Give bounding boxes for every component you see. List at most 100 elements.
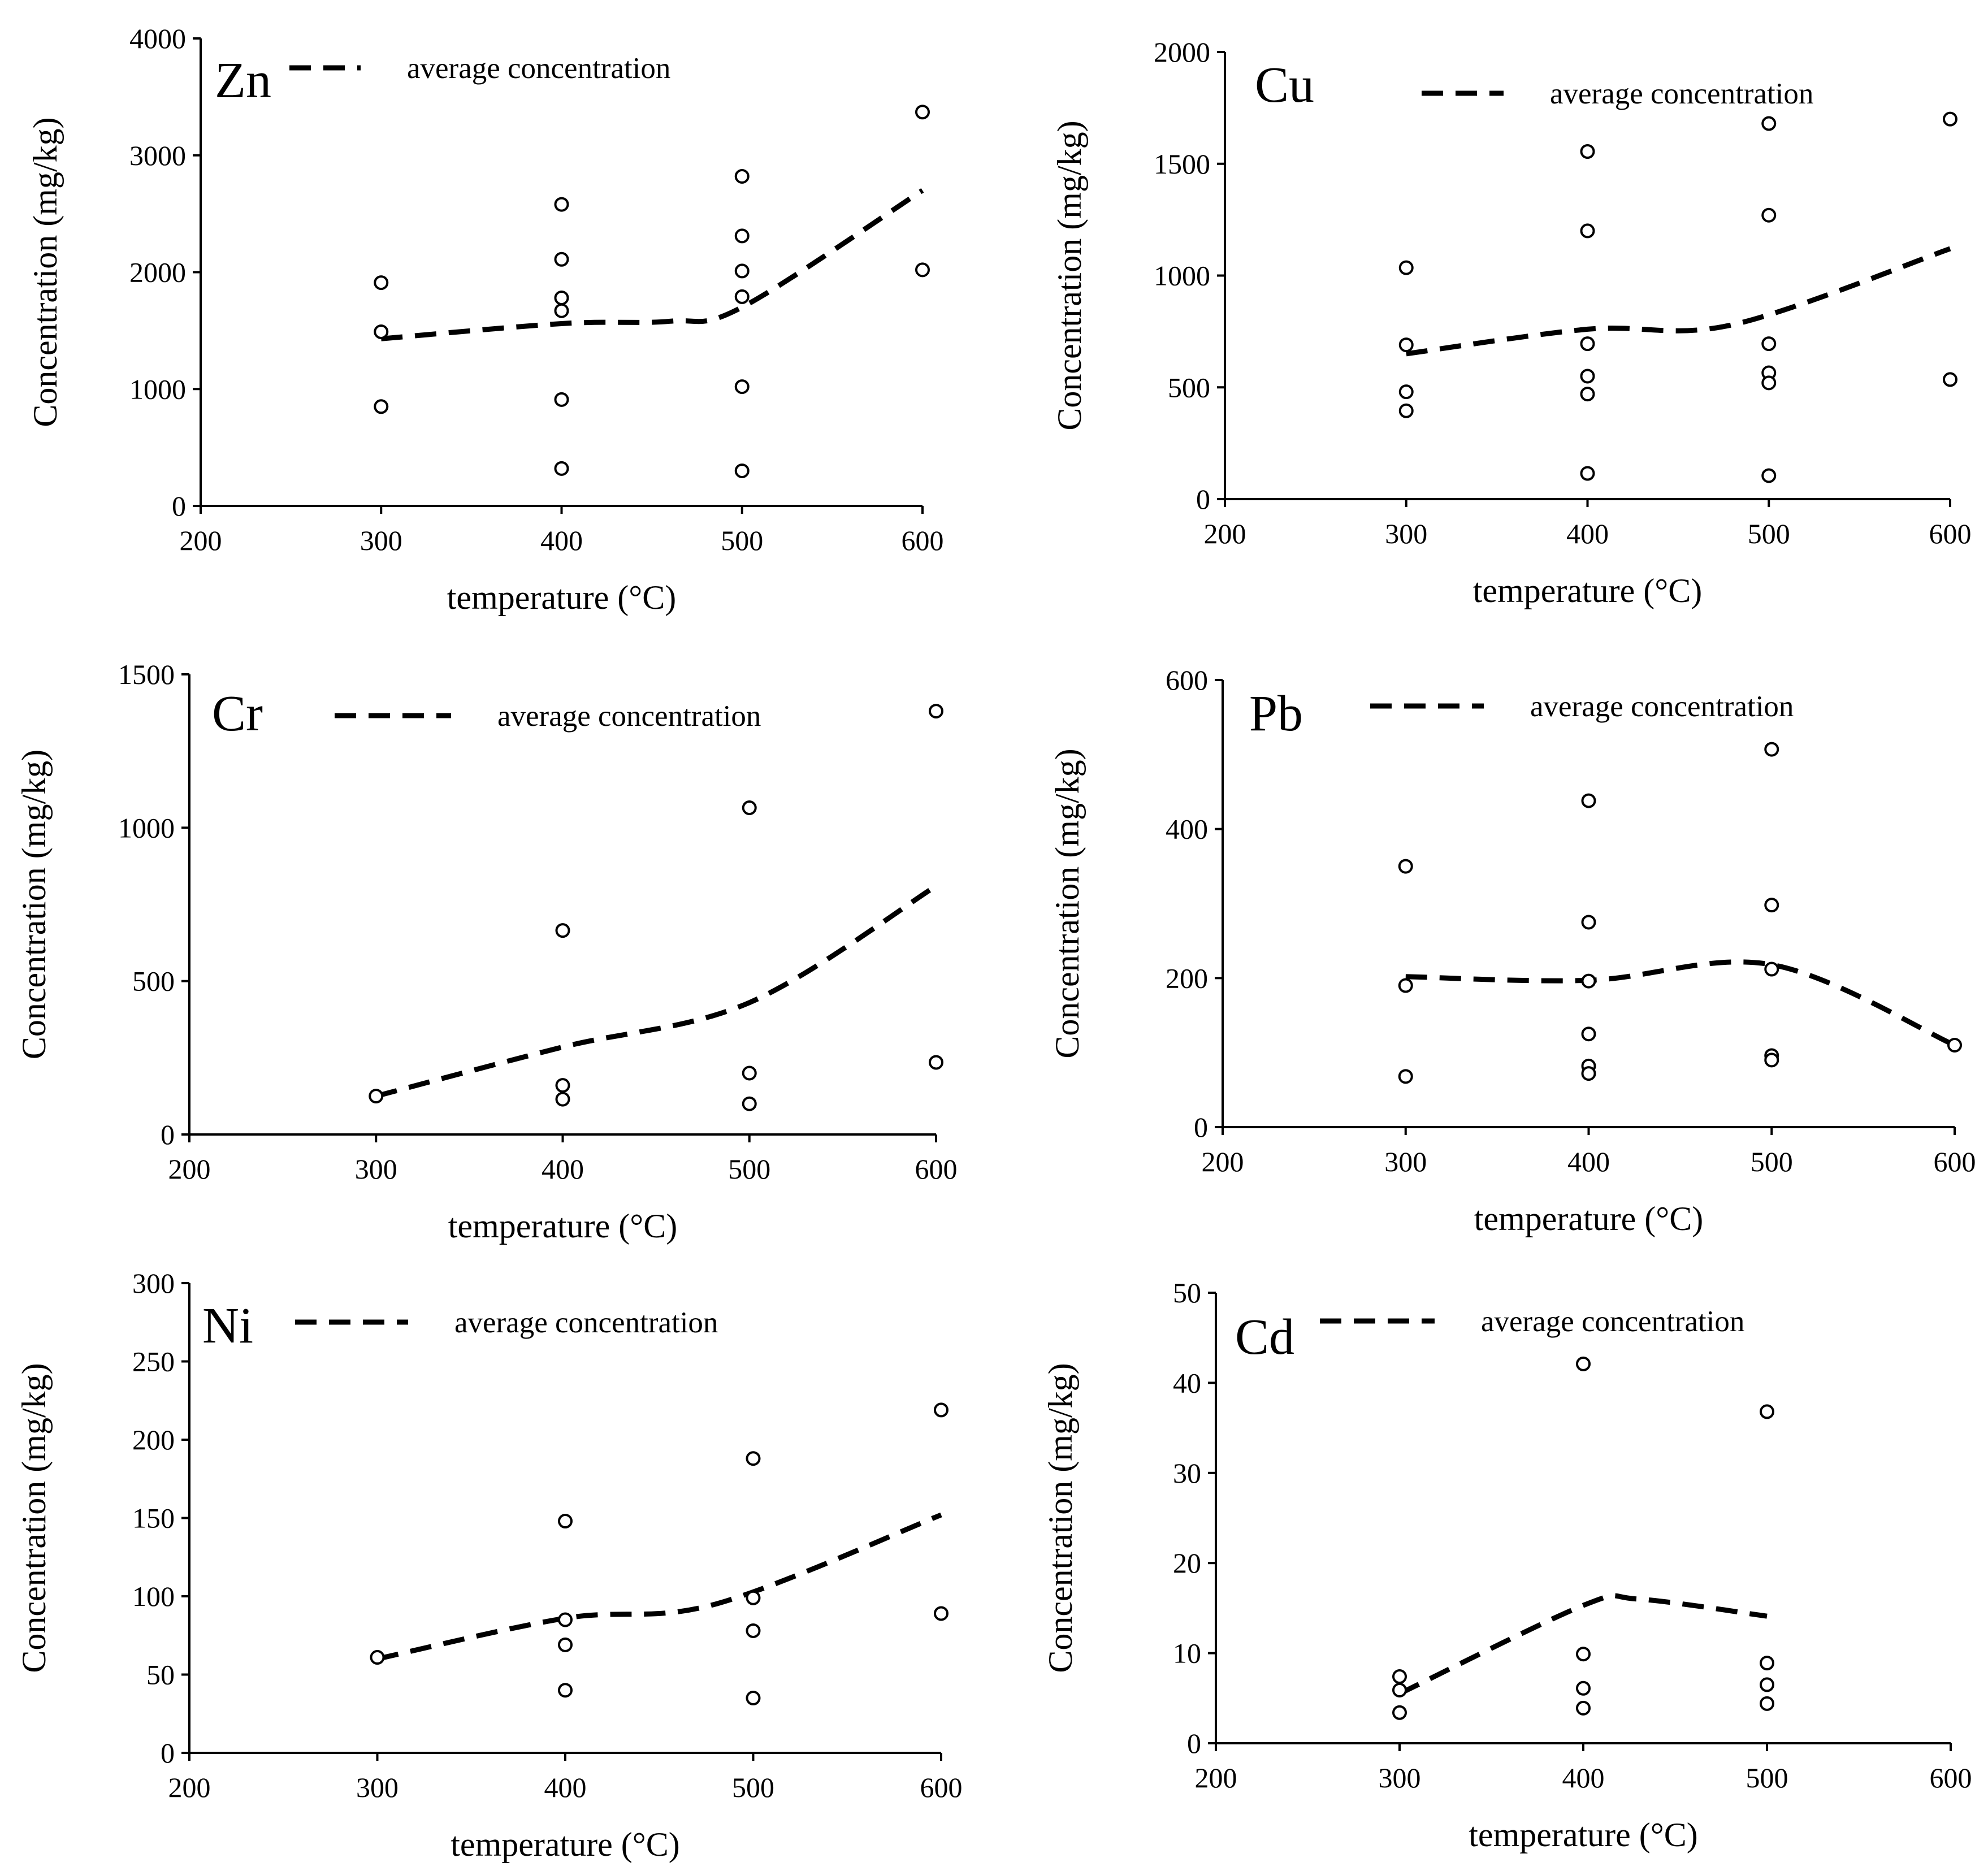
data-point	[554, 392, 569, 407]
data-point	[1580, 387, 1595, 402]
element-label: Cr	[212, 686, 263, 742]
data-point	[1580, 336, 1595, 352]
data-point	[1761, 468, 1777, 483]
data-point	[1764, 742, 1779, 757]
x-tick-label: 400	[542, 1153, 584, 1185]
x-axis-title: temperature (°C)	[1474, 1200, 1703, 1237]
y-tick-label: 200	[1166, 962, 1208, 994]
x-tick-label: 600	[1930, 1762, 1972, 1794]
data-point	[746, 1623, 761, 1638]
y-tick-label: 50	[146, 1659, 175, 1691]
element-label: Ni	[202, 1298, 253, 1354]
x-axis-title: temperature (°C)	[451, 1826, 679, 1863]
average-line	[1406, 246, 1951, 357]
data-point	[742, 1096, 757, 1111]
data-point	[1761, 207, 1777, 223]
y-tick-label: 4000	[129, 23, 186, 54]
x-tick-label: 300	[356, 1772, 399, 1803]
data-point	[374, 275, 389, 291]
data-point	[1580, 223, 1595, 239]
y-tick-label: 40	[1173, 1367, 1201, 1398]
data-point	[1764, 898, 1779, 913]
panel-ni: 0 50 100 150 200 250 300 200 300 400 500 600 tempera…	[15, 1267, 963, 1863]
y-tick-label: 500	[1168, 371, 1210, 403]
data-point	[1398, 384, 1414, 400]
data-point	[555, 1092, 570, 1107]
data-point	[374, 324, 389, 339]
data-point	[1580, 466, 1595, 481]
data-point	[1760, 1677, 1774, 1692]
data-point	[558, 1637, 573, 1652]
y-tick-label: 150	[132, 1502, 175, 1534]
average-line	[376, 1512, 942, 1662]
data-point	[1760, 1656, 1774, 1671]
data-point	[929, 1055, 943, 1070]
data-point	[1392, 1669, 1407, 1684]
x-tick-label: 300	[360, 525, 402, 556]
legend-label: average concentration	[454, 1306, 718, 1339]
x-tick-label: 500	[1746, 1762, 1788, 1794]
y-tick-label: 30	[1173, 1457, 1201, 1489]
data-point	[1392, 1682, 1407, 1697]
y-tick-label: 20	[1173, 1547, 1201, 1579]
element-label: Cu	[1255, 57, 1314, 113]
data-point	[1943, 111, 1957, 127]
data-point	[1760, 1404, 1774, 1419]
x-tick-label: 300	[1385, 518, 1427, 549]
y-tick-label: 0	[172, 490, 186, 522]
average-line	[1398, 1593, 1768, 1696]
data-point	[734, 463, 750, 478]
data-point	[1581, 973, 1596, 989]
data-point	[1398, 403, 1414, 418]
data-point	[1581, 915, 1596, 930]
x-tick-label: 200	[1204, 518, 1246, 549]
x-tick-label: 400	[544, 1772, 587, 1803]
element-label: Cd	[1235, 1309, 1294, 1365]
data-point	[734, 379, 750, 395]
x-tick-label: 600	[1934, 1146, 1976, 1177]
data-point	[1581, 1027, 1596, 1042]
x-tick-label: 500	[732, 1772, 774, 1803]
data-point	[915, 105, 930, 120]
y-tick-label: 10	[1173, 1638, 1201, 1669]
x-tick-label: 500	[721, 525, 763, 556]
data-point	[734, 228, 750, 244]
data-point	[554, 252, 569, 267]
y-tick-label: 300	[132, 1267, 175, 1299]
y-tick-label: 0	[1194, 1111, 1208, 1143]
y-tick-label: 1500	[118, 659, 175, 690]
x-tick-label: 500	[728, 1153, 770, 1185]
data-point	[369, 1089, 384, 1104]
data-point	[558, 1683, 573, 1698]
data-point	[1398, 859, 1413, 874]
data-point	[555, 923, 570, 938]
data-point	[1947, 1037, 1962, 1053]
data-point	[934, 1606, 948, 1621]
x-tick-label: 500	[1751, 1146, 1793, 1177]
x-tick-label: 200	[168, 1153, 211, 1185]
y-tick-label: 3000	[129, 140, 186, 171]
x-tick-label: 400	[1566, 518, 1609, 549]
data-point	[1761, 336, 1777, 352]
data-point	[746, 1590, 761, 1605]
y-tick-label: 400	[1166, 813, 1208, 845]
data-point	[1576, 1356, 1591, 1371]
data-point	[1576, 1700, 1591, 1716]
data-point	[1398, 337, 1414, 353]
x-tick-label: 300	[355, 1153, 397, 1185]
y-tick-label: 500	[132, 965, 175, 997]
data-point	[1576, 1681, 1591, 1696]
x-tick-label: 200	[1195, 1762, 1237, 1794]
y-tick-label: 0	[1187, 1727, 1201, 1759]
data-point	[554, 303, 569, 318]
y-axis-title: Concentration (mg/kg)	[15, 750, 53, 1059]
y-axis-title: Concentration (mg/kg)	[1049, 748, 1086, 1058]
data-point	[370, 1650, 385, 1665]
element-label: Pb	[1249, 686, 1303, 742]
data-point	[1398, 260, 1414, 275]
average-line	[1405, 959, 1956, 1048]
y-tick-label: 1000	[1154, 260, 1210, 292]
panel-cd: 0 10 20 30 40 50 200 300 400 500 600 temperature (°…	[1042, 1277, 1972, 1853]
data-point	[742, 800, 757, 816]
